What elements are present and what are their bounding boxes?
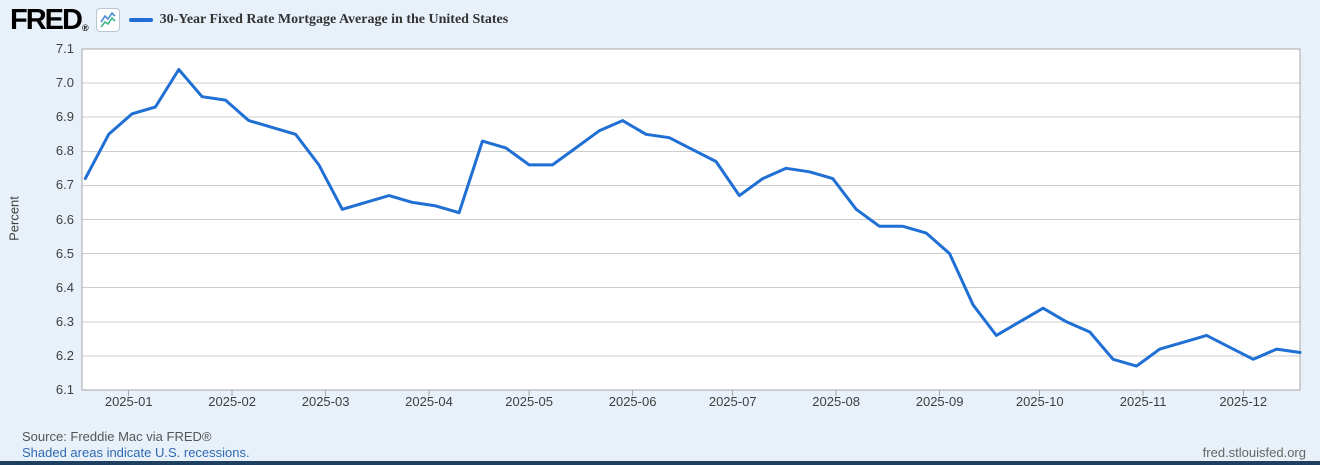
x-axis-tick-label: 2025-01 bbox=[104, 394, 153, 409]
x-axis-tick-label: 2025-10 bbox=[1015, 394, 1064, 409]
x-axis-tick-label: 2025-04 bbox=[405, 394, 453, 409]
fred-logo: FRED bbox=[10, 4, 83, 36]
x-axis-tick-label: 2025-09 bbox=[915, 394, 964, 409]
y-axis-tick-label: 6.8 bbox=[55, 143, 74, 159]
y-axis-tick-label: 6.7 bbox=[55, 177, 74, 193]
x-axis-tick-label: 2025-08 bbox=[812, 394, 861, 409]
y-axis-tick-label: 6.1 bbox=[55, 382, 74, 397]
chart-header: FRED ® 30-Year Fixed Rate Mortgage Avera… bbox=[10, 4, 508, 36]
series-line bbox=[83, 68, 1302, 368]
fred-site-url-link[interactable]: fred.stlouisfed.org bbox=[1202, 445, 1306, 460]
bottom-accent-bar bbox=[0, 461, 1320, 465]
legend-line-swatch bbox=[128, 18, 153, 22]
y-axis-tick-label: 6.6 bbox=[55, 211, 74, 227]
y-axis-tick-label: 7.1 bbox=[55, 41, 74, 56]
source-note: Source: Freddie Mac via FRED® bbox=[22, 429, 212, 444]
x-axis-tick-label: 2025-12 bbox=[1219, 394, 1268, 409]
x-axis-tick-label: 2025-02 bbox=[208, 394, 257, 409]
y-axis-tick-label: 6.3 bbox=[55, 313, 74, 329]
y-axis-tick-label: 6.9 bbox=[55, 109, 74, 125]
plot-border bbox=[81, 48, 1301, 391]
y-axis-tick-label: 6.2 bbox=[55, 347, 74, 363]
x-axis-tick-label: 2025-11 bbox=[1119, 394, 1167, 409]
y-axis-tick-label: 6.5 bbox=[55, 245, 74, 261]
x-axis-tick-label: 2025-05 bbox=[505, 394, 553, 409]
registered-trademark-symbol: ® bbox=[81, 23, 89, 33]
series-title: 30-Year Fixed Rate Mortgage Average in t… bbox=[159, 12, 509, 27]
y-axis-tick-label: 7.0 bbox=[55, 75, 74, 91]
recession-note-link[interactable]: Shaded areas indicate U.S. recessions. bbox=[22, 445, 250, 460]
mini-chart-icon bbox=[95, 8, 120, 32]
x-axis-tick-label: 2025-07 bbox=[708, 394, 757, 409]
x-axis-tick-label: 2025-06 bbox=[608, 394, 657, 409]
y-axis-tick-label: 6.4 bbox=[55, 279, 74, 295]
x-axis-tick-label: 2025-03 bbox=[301, 394, 350, 409]
